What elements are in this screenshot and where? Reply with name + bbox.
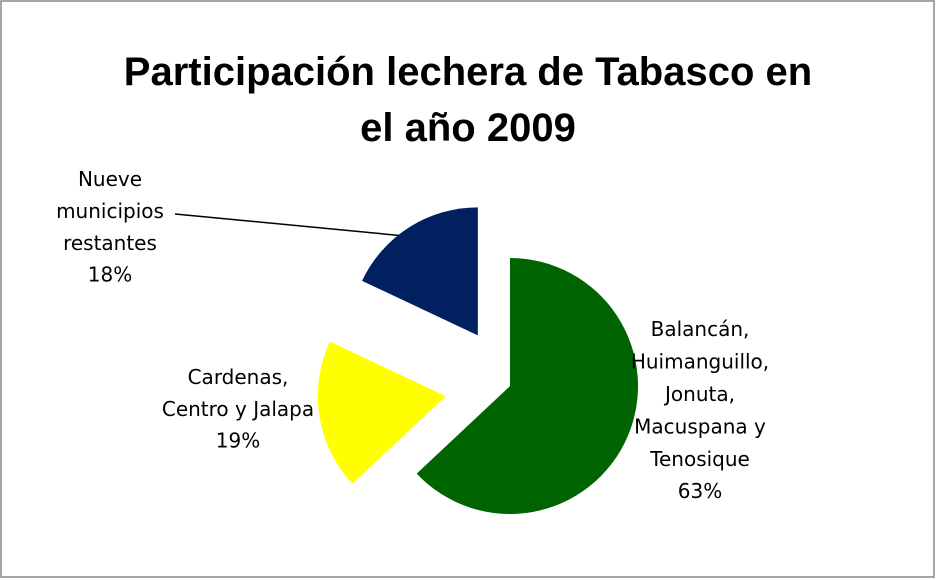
- slice-label-line: Balancán,: [651, 317, 750, 341]
- pie-slice: [362, 207, 478, 336]
- slice-label-line: Huimanguillo,: [631, 349, 769, 373]
- slice-label-line: Tenosique: [649, 447, 750, 471]
- pie-slice: [416, 258, 639, 514]
- slice-label-line: Centro y Jalapa: [162, 397, 314, 421]
- value-label: 18%: [88, 263, 132, 287]
- slice-label: Nueve municipios restantes: [56, 167, 164, 255]
- slice-label-line: Cardenas,: [188, 365, 289, 389]
- slice-label: Balancán, Huimanguillo, Jonuta, Macuspana y…: [631, 317, 769, 471]
- slice-label: Cardenas, Centro y Jalapa: [162, 365, 314, 421]
- slice-label-line: Macuspana y: [634, 414, 766, 438]
- slice-label-line: Jonuta,: [663, 382, 735, 406]
- pie-slice: [317, 341, 446, 484]
- slice-label-line: restantes: [63, 231, 157, 255]
- value-label: 63%: [678, 479, 722, 503]
- chart-title: Participación lechera de Tabasco en el añ…: [124, 50, 812, 150]
- leader-line: [174, 213, 406, 237]
- value-label: 19%: [216, 429, 260, 453]
- slice-label-line: municipios: [56, 199, 164, 223]
- chart-title-line: Participación lechera de Tabasco en: [124, 50, 812, 94]
- slice-label-line: Nueve: [78, 167, 142, 191]
- chart-title-line: el año 2009: [360, 106, 576, 150]
